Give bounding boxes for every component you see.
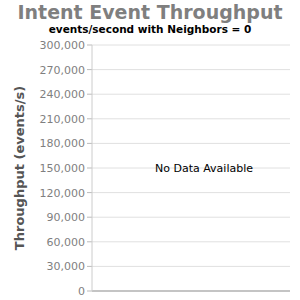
tick-mark [87, 192, 92, 193]
grid-line [92, 241, 290, 242]
tick-mark [87, 45, 92, 46]
tick-label: 300,000 [40, 39, 86, 52]
grid [92, 45, 290, 291]
subtitle: events/second with Neighbors = 0 [49, 23, 252, 35]
grid-line [92, 266, 290, 267]
tick-label: 0 [78, 285, 85, 298]
grid-line [92, 69, 290, 70]
y-axis-label: Throughput (events/s) [12, 86, 27, 250]
tick-mark [87, 118, 92, 119]
tick-mark [87, 291, 92, 292]
tick-mark [87, 168, 92, 169]
tick-mark [87, 266, 92, 267]
tick-label: 30,000 [47, 260, 86, 273]
chart: Intent Event Throughputevents/second wit… [0, 0, 300, 300]
title: Intent Event Throughput [17, 1, 282, 23]
tick-label: 150,000 [40, 162, 86, 175]
tick-mark [87, 143, 92, 144]
grid-line [92, 217, 290, 218]
grid-line [92, 291, 290, 292]
grid-line [92, 143, 290, 144]
tick-label: 180,000 [40, 137, 86, 150]
grid-line [92, 94, 290, 95]
tick-mark [87, 69, 92, 70]
tick-label: 240,000 [40, 88, 86, 101]
y-axis [92, 45, 93, 291]
x-axis [92, 291, 290, 292]
tick-mark [87, 94, 92, 95]
tick-mark [87, 241, 92, 242]
tick-label: 60,000 [47, 236, 86, 249]
tick-mark [87, 217, 92, 218]
annotation: No Data Available [155, 162, 253, 175]
grid-line [92, 192, 290, 193]
tick-label: 90,000 [47, 211, 86, 224]
tick-label: 120,000 [40, 187, 86, 200]
grid-line [92, 45, 290, 46]
tick-label: 210,000 [40, 113, 86, 126]
tick-label: 270,000 [40, 64, 86, 77]
grid-line [92, 118, 290, 119]
